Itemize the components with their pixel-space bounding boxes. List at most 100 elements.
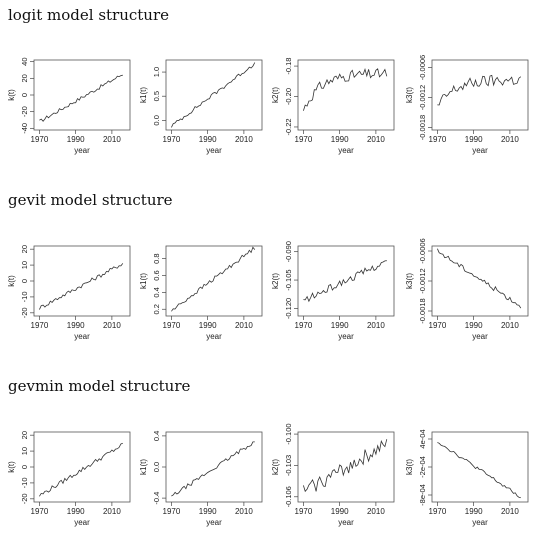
panel-1-1: 1970 1990 2010 year 0.8 0.6 0.4 0.2 k1(t) [139, 245, 263, 341]
series-line [437, 74, 522, 106]
x-tick-label: 1970 [295, 321, 313, 330]
series-line [437, 248, 522, 309]
y-tick-label: 10 [20, 261, 29, 269]
y-tick-label: -0.106 [284, 486, 293, 507]
y-axis-label: k3(t) [405, 459, 414, 475]
plot-frame [431, 59, 529, 131]
y-axis-label: k3(t) [405, 87, 414, 103]
y-tick-label: -0.0018 [418, 115, 427, 140]
x-tick-label: 1990 [199, 507, 217, 516]
plot-frame [297, 431, 395, 503]
x-axis-label: year [74, 518, 90, 527]
x-tick-label: 1970 [295, 135, 313, 144]
x-tick-label: 1970 [31, 507, 49, 516]
y-tick-label: -0.20 [284, 88, 293, 105]
y-tick-label: -0.0006 [418, 55, 427, 80]
y-axis-label: k(t) [7, 89, 16, 101]
plot-frame [33, 431, 131, 503]
x-tick-label: 1990 [331, 321, 349, 330]
y-tick-label: 20 [20, 245, 29, 253]
x-tick-label: 1970 [163, 321, 181, 330]
plot-frame [165, 431, 263, 503]
y-axis-label: k1(t) [139, 87, 148, 103]
y-tick-label: -0.103 [284, 455, 293, 476]
series-line [39, 74, 123, 122]
y-tick-label: -20 [20, 106, 29, 117]
y-axis-label: k2(t) [271, 273, 280, 289]
plot-frame [33, 59, 131, 131]
x-tick-label: 1990 [67, 507, 85, 516]
panel-1-3: 1970 1990 2010 year -0.0006 -0.0012 -0.0018 k3(… [405, 238, 529, 341]
panel-2-3: 1970 1990 2010 year 4e-04 -2e-04 -8e-04 k3(t) [405, 429, 529, 527]
y-tick-label: -20 [20, 307, 29, 318]
y-tick-label: 0.8 [152, 253, 161, 263]
y-tick-label: -0.105 [284, 269, 293, 290]
y-tick-label: 0.0 [152, 462, 161, 472]
x-tick-label: 2010 [235, 507, 253, 516]
x-axis-label: year [472, 518, 488, 527]
x-tick-label: 1990 [199, 135, 217, 144]
x-tick-label: 1970 [31, 135, 49, 144]
x-tick-label: 1970 [163, 135, 181, 144]
x-tick-label: 1990 [465, 321, 483, 330]
x-tick-label: 2010 [103, 507, 121, 516]
x-tick-label: 1990 [465, 135, 483, 144]
plot-frame [165, 59, 263, 131]
y-tick-label: 0 [20, 93, 29, 97]
x-tick-label: 2010 [367, 321, 385, 330]
x-axis-label: year [206, 332, 222, 341]
y-axis-label: k1(t) [139, 273, 148, 289]
y-tick-label: 0.6 [152, 270, 161, 280]
y-tick-label: -10 [20, 477, 29, 488]
y-tick-label: -40 [20, 123, 29, 134]
section-title-logit: logit model structure [8, 6, 170, 24]
x-axis-label: year [74, 332, 90, 341]
x-tick-label: 2010 [235, 135, 253, 144]
series-line [303, 260, 387, 303]
y-tick-label: 40 [20, 57, 29, 65]
x-axis-label: year [472, 332, 488, 341]
panel-0-0: 1970 1990 2010 year 40 20 0 -20 -40 k(t) [7, 57, 131, 155]
y-tick-label: 20 [20, 431, 29, 439]
y-tick-label: 0.5 [152, 91, 161, 101]
plot-frame [297, 59, 395, 131]
y-tick-label: -8e-04 [418, 484, 427, 506]
y-tick-label: -0.22 [284, 118, 293, 135]
x-tick-label: 1970 [429, 507, 447, 516]
x-tick-label: 1970 [429, 135, 447, 144]
y-tick-label: 10 [20, 447, 29, 455]
series-line [39, 442, 123, 497]
x-axis-label: year [472, 146, 488, 155]
y-tick-label: -0.0012 [418, 85, 427, 110]
x-tick-label: 1990 [331, 135, 349, 144]
y-tick-label: 0.4 [152, 431, 161, 441]
y-tick-label: 0.4 [152, 287, 161, 297]
section-title-gevmin: gevmin model structure [8, 377, 191, 395]
panel-0-1: 1970 1990 2010 year 1.0 0.5 0.0 k1(t) [139, 59, 263, 155]
panel-2-2: 1970 1990 2010 year -0.100 -0.103 -0.106 k2(t) [271, 423, 395, 527]
x-tick-label: 2010 [501, 135, 519, 144]
panel-0-2: 1970 1990 2010 year -0.18 -0.20 -0.22 k2(t) [271, 58, 395, 155]
plot-frame [297, 245, 395, 317]
x-axis-label: year [206, 518, 222, 527]
y-tick-label: -0.100 [284, 423, 293, 444]
x-axis-label: year [338, 332, 354, 341]
y-tick-label: -0.18 [284, 58, 293, 75]
x-axis-label: year [338, 518, 354, 527]
x-tick-label: 1990 [331, 507, 349, 516]
series-line [171, 246, 256, 312]
series-line [171, 62, 256, 128]
x-axis-label: year [338, 146, 354, 155]
plot-frame [431, 245, 529, 317]
panel-1-2: 1970 1990 2010 year -0.090 -0.105 -0.120 k2(t) [271, 241, 395, 341]
y-tick-label: -20 [20, 493, 29, 504]
x-tick-label: 1970 [295, 507, 313, 516]
y-tick-label: 4e-04 [418, 429, 427, 448]
series-line [303, 439, 388, 493]
y-axis-label: k(t) [7, 275, 16, 287]
y-tick-label: 0.0 [152, 115, 161, 125]
x-tick-label: 1990 [465, 507, 483, 516]
x-tick-label: 2010 [367, 135, 385, 144]
x-axis-label: year [74, 146, 90, 155]
